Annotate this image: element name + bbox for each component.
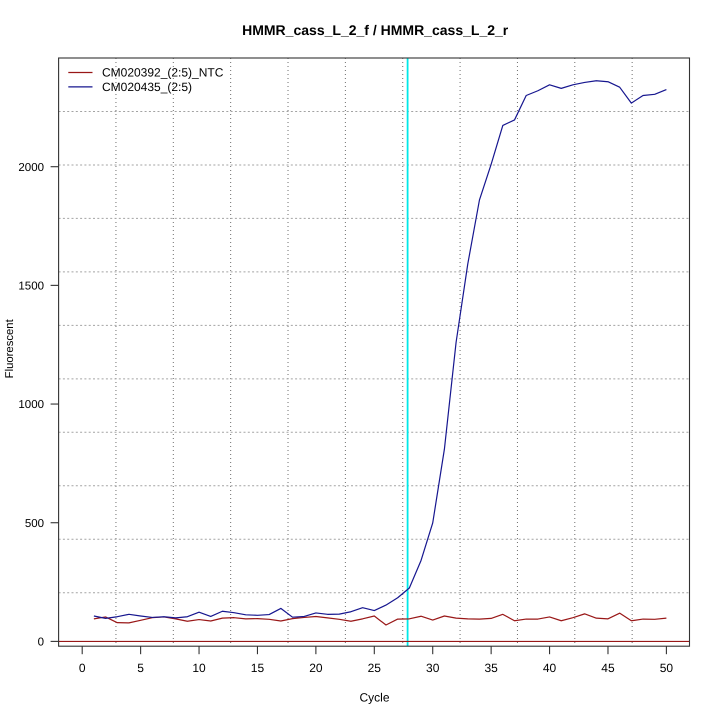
svg-text:35: 35 xyxy=(484,661,498,675)
svg-text:45: 45 xyxy=(601,661,615,675)
svg-text:CM020435_(2:5): CM020435_(2:5) xyxy=(102,80,192,94)
svg-text:CM020392_(2:5)_NTC: CM020392_(2:5)_NTC xyxy=(102,66,224,80)
svg-text:50: 50 xyxy=(660,661,674,675)
svg-text:5: 5 xyxy=(137,661,144,675)
svg-text:20: 20 xyxy=(309,661,323,675)
svg-text:0: 0 xyxy=(38,637,44,649)
svg-text:25: 25 xyxy=(368,661,382,675)
svg-text:1500: 1500 xyxy=(18,280,44,292)
svg-text:30: 30 xyxy=(426,661,440,675)
svg-text:1000: 1000 xyxy=(18,399,44,411)
svg-text:HMMR_cass_L_2_f / HMMR_cass_L_: HMMR_cass_L_2_f / HMMR_cass_L_2_r xyxy=(242,22,509,38)
svg-text:10: 10 xyxy=(192,661,206,675)
svg-text:40: 40 xyxy=(543,661,557,675)
svg-text:15: 15 xyxy=(251,661,265,675)
svg-text:2000: 2000 xyxy=(18,162,44,174)
svg-text:Fluorescent: Fluorescent xyxy=(4,318,16,378)
svg-text:Cycle: Cycle xyxy=(359,690,389,704)
svg-text:500: 500 xyxy=(25,518,44,530)
svg-text:0: 0 xyxy=(79,661,86,675)
